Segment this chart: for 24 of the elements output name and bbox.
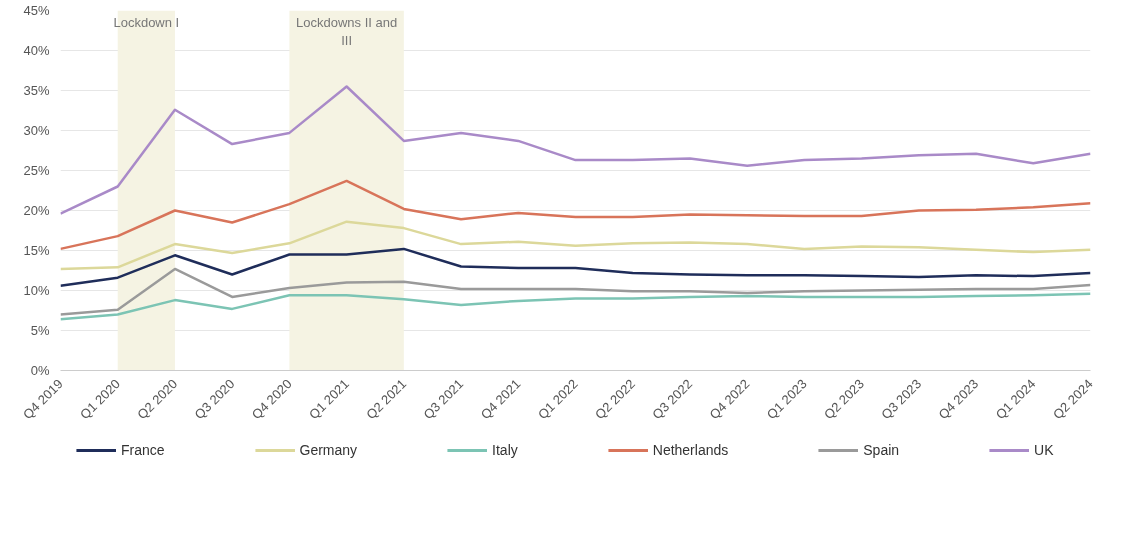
y-tick-label: 5% xyxy=(30,323,50,338)
y-tick-label: 20% xyxy=(23,203,50,218)
legend-label: France xyxy=(120,442,165,458)
legend-label: Netherlands xyxy=(652,442,729,458)
y-tick-label: 40% xyxy=(23,43,50,58)
legend-label: Italy xyxy=(492,442,518,458)
band-label: Lockdown I xyxy=(113,14,180,30)
line-series xyxy=(60,247,1091,287)
line-series xyxy=(60,220,1091,271)
y-tick-label: 15% xyxy=(23,243,50,258)
y-tick-label: 25% xyxy=(23,163,50,178)
legend-label: Germany xyxy=(299,442,358,458)
legend-label: Spain xyxy=(863,442,900,458)
y-tick-label: 0% xyxy=(30,363,50,378)
line-series xyxy=(60,292,1091,321)
line-series xyxy=(60,267,1091,316)
legend-label: UK xyxy=(1034,442,1055,458)
y-tick-label: 30% xyxy=(23,123,50,138)
y-tick-label: 45% xyxy=(23,3,50,18)
band-label: Lockdowns II and III xyxy=(296,14,398,48)
y-tick-label: 35% xyxy=(23,83,50,98)
y-tick-label: 10% xyxy=(23,283,50,298)
line-series xyxy=(60,179,1091,251)
line-series xyxy=(60,85,1091,215)
